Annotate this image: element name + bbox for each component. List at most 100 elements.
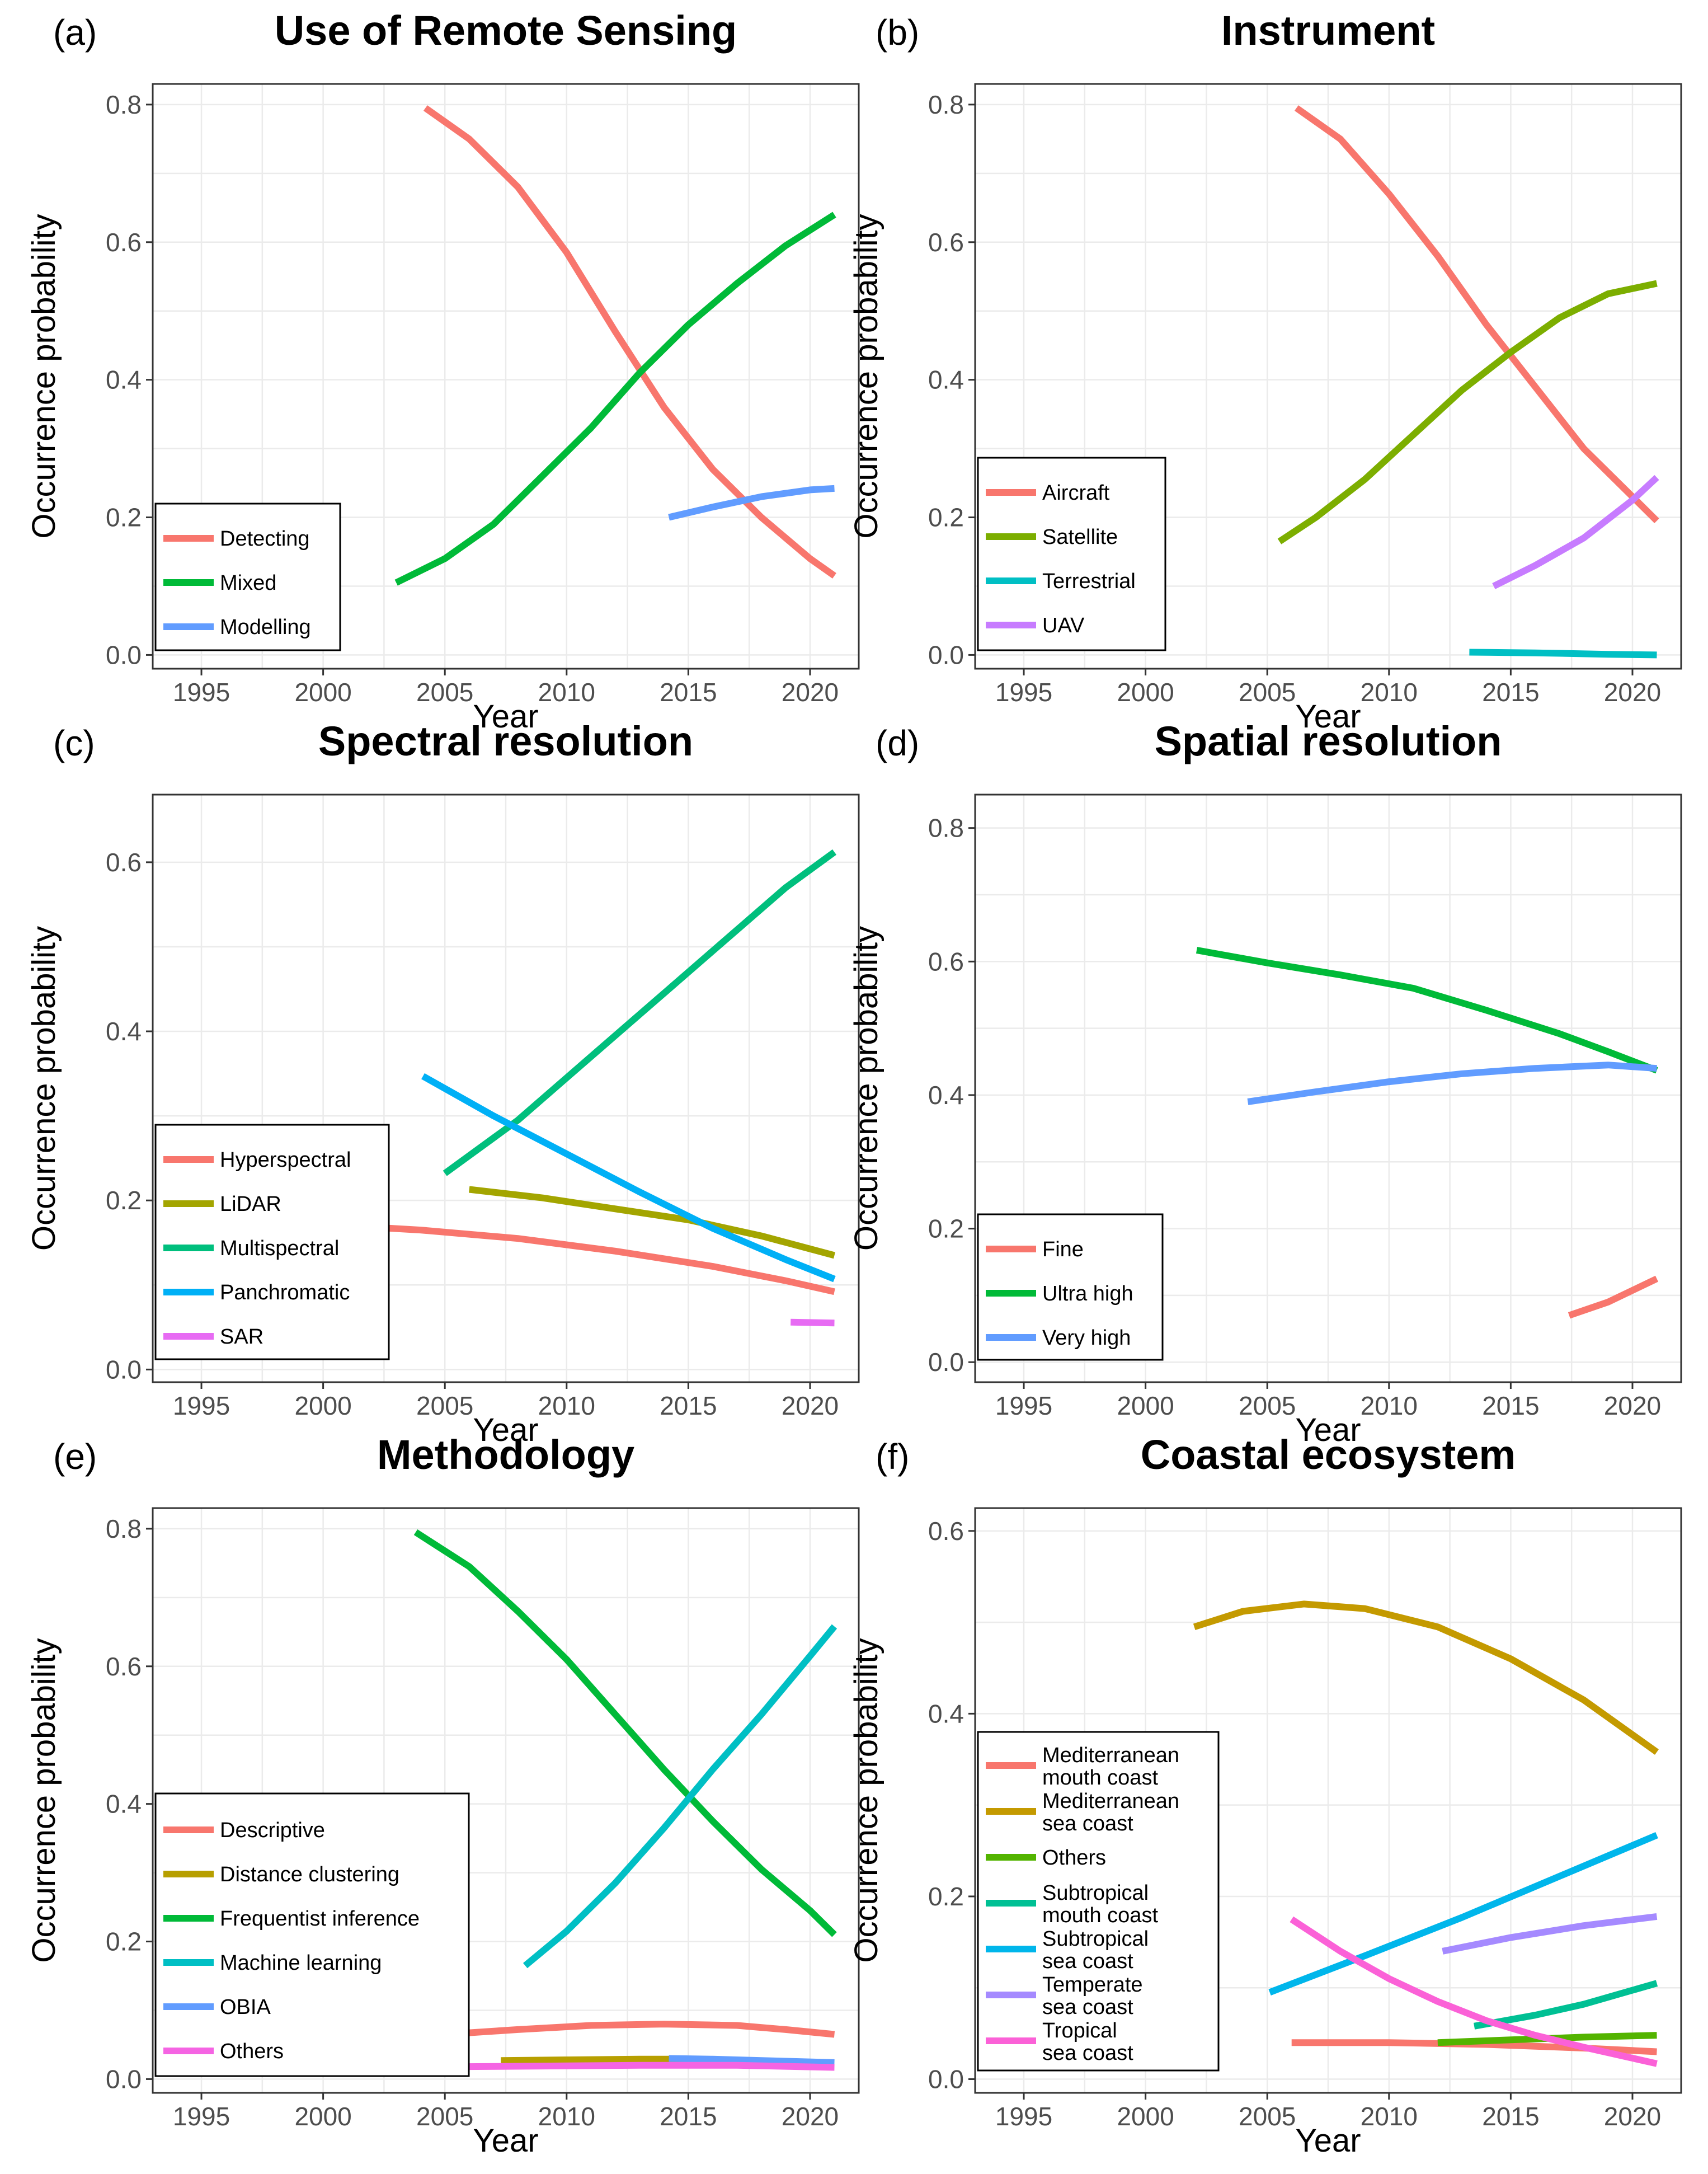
series-line-multispectral	[443, 849, 837, 1176]
legend-label: Machine learning	[220, 1951, 382, 1975]
x-tick-label: 2020	[782, 1391, 839, 1420]
legend-label: Descriptive	[220, 1819, 325, 1842]
y-tick-label: 0.2	[928, 1882, 964, 1911]
x-tick-label: 2015	[660, 678, 717, 707]
panel-frame	[974, 1507, 1682, 2094]
chart-panel-d: 1995 2000 2005 2010 2015 2020 0.0 0.2 0.4 0.6 0.8 (…	[848, 718, 1682, 1448]
panel-frame	[152, 793, 860, 1383]
legend-label-line: Modelling	[220, 616, 311, 639]
x-axis-title: Year	[1295, 2123, 1361, 2159]
series-line-machine-learning	[523, 1624, 837, 1969]
legend-label-line: SAR	[220, 1325, 264, 1349]
chart-panel-a: 1995 2000 2005 2010 2015 2020 0.0 0.2 0.4 0.6 0.8 (…	[26, 7, 860, 735]
legend-label-line: Multispectral	[220, 1237, 339, 1260]
legend-label-line: Temperate	[1042, 1973, 1143, 1997]
y-tick-label: 0.0	[106, 640, 142, 669]
chart-panel-f: 1995 2000 2005 2010 2015 2020 0.0 0.2 0.4 0.6 (f) C…	[848, 1431, 1682, 2159]
series-line-temperate-sea-coast	[1442, 1913, 1658, 1955]
legend-label-line: mouth coast	[1042, 1904, 1158, 1927]
legend-label-line: Fine	[1042, 1238, 1084, 1261]
series-line-very-high	[1247, 1062, 1657, 1105]
series-line-aircraft	[1294, 105, 1659, 523]
y-axis-title: Occurrence probability	[848, 1638, 884, 1962]
y-tick-label: 0.0	[928, 1347, 964, 1377]
series-line-mediterranean-sea-coast	[1193, 1600, 1659, 1755]
x-tick-label: 2005	[416, 678, 473, 707]
legend-label-line: Subtropical	[1042, 1881, 1149, 1905]
series-line-mixed	[394, 212, 836, 586]
legend-label-line: Satellite	[1042, 525, 1118, 549]
legend-label-line: Aircraft	[1042, 481, 1110, 505]
legend-label: Tropical sea coast	[1042, 2019, 1133, 2065]
series-line-subtropical-sea-coast	[1268, 1832, 1658, 1995]
x-tick-label: 1995	[995, 1391, 1052, 1420]
series-line-hyperspectral	[347, 1222, 835, 1295]
legend-label-line: Very high	[1042, 1326, 1131, 1350]
legend-label: Very high	[1042, 1326, 1131, 1350]
y-tick-label: 0.0	[928, 2065, 964, 2094]
x-tick-label: 2020	[1604, 1391, 1661, 1420]
legend-label-line: Hyperspectral	[220, 1148, 351, 1172]
series-line-panchromatic	[421, 1073, 836, 1283]
y-tick-label: 0.4	[928, 365, 964, 395]
x-tick-label: 2000	[1117, 1391, 1174, 1420]
legend-label-line: sea coast	[1042, 1995, 1133, 2019]
x-axis-title: Year	[473, 698, 538, 735]
y-tick-label: 0.8	[106, 90, 142, 119]
panel-letter: (a)	[53, 12, 97, 53]
legend-label: Mixed	[220, 571, 276, 595]
series-line-uav	[1492, 475, 1659, 589]
x-tick-label: 2015	[1482, 2102, 1539, 2131]
series-line-frequentist-inference	[413, 1529, 837, 1937]
x-tick-label: 2010	[538, 1391, 595, 1420]
series-line-subtropical-mouth-coast	[1474, 1980, 1658, 2030]
x-tick-label: 2010	[1361, 2102, 1418, 2131]
legend-label-line: sea coast	[1042, 1950, 1133, 1973]
panel-letter: (f)	[876, 1436, 909, 1477]
x-tick-label: 2005	[1239, 2102, 1296, 2131]
legend-label-line: Mixed	[220, 571, 276, 595]
y-tick-label: 0.4	[106, 1017, 142, 1046]
y-tick-label: 0.8	[106, 1514, 142, 1543]
panel-title: Coastal ecosystem	[1141, 1431, 1516, 1478]
y-tick-label: 0.6	[928, 947, 964, 976]
y-tick-label: 0.4	[106, 1790, 142, 1819]
legend-label: Multispectral	[220, 1237, 339, 1260]
legend-label-line: Others	[1042, 1846, 1106, 1870]
y-tick-label: 0.2	[106, 503, 142, 532]
legend-box	[154, 1124, 390, 1360]
y-tick-label: 0.0	[106, 2064, 142, 2093]
y-tick-label: 0.2	[928, 503, 964, 532]
series-line-tropical-sea-coast	[1290, 1916, 1658, 2067]
panel-frame	[152, 83, 860, 670]
x-tick-label: 2000	[294, 2102, 351, 2131]
y-tick-label: 0.6	[106, 228, 142, 257]
x-tick-label: 2015	[660, 2102, 717, 2131]
legend-label: Others	[220, 2040, 284, 2063]
series-line-satellite	[1277, 280, 1658, 544]
panel-title: Methodology	[377, 1431, 634, 1478]
legend-label: Aircraft	[1042, 481, 1110, 505]
legend-label: Fine	[1042, 1238, 1084, 1261]
legend-label: Frequentist inference	[220, 1907, 420, 1931]
series-line-terrestrial	[1469, 649, 1657, 659]
chart-panel-c: 1995 2000 2005 2010 2015 2020 0.0 0.2 0.4 0.6 (c) S…	[26, 718, 860, 1448]
legend-label-line: Mediterranean	[1042, 1790, 1179, 1813]
y-tick-label: 0.2	[106, 1927, 142, 1956]
legend-box	[154, 1792, 470, 2077]
y-tick-label: 0.6	[928, 228, 964, 257]
x-tick-label: 1995	[995, 2102, 1052, 2131]
panel-frame	[974, 793, 1682, 1383]
legend-label: Others	[1042, 1846, 1106, 1870]
series-line-distance-clustering	[501, 2055, 689, 2064]
legend-label-line: OBIA	[220, 1995, 271, 2019]
legend-label: Subtropical mouth coast	[1042, 1881, 1158, 1927]
panel-letter: (e)	[53, 1436, 97, 1477]
legend-label-line: mouth coast	[1042, 1766, 1158, 1790]
x-axis-title: Year	[1295, 698, 1361, 735]
legend-label-line: Descriptive	[220, 1819, 325, 1842]
x-tick-label: 2000	[1117, 678, 1174, 707]
x-tick-label: 1995	[995, 678, 1052, 707]
